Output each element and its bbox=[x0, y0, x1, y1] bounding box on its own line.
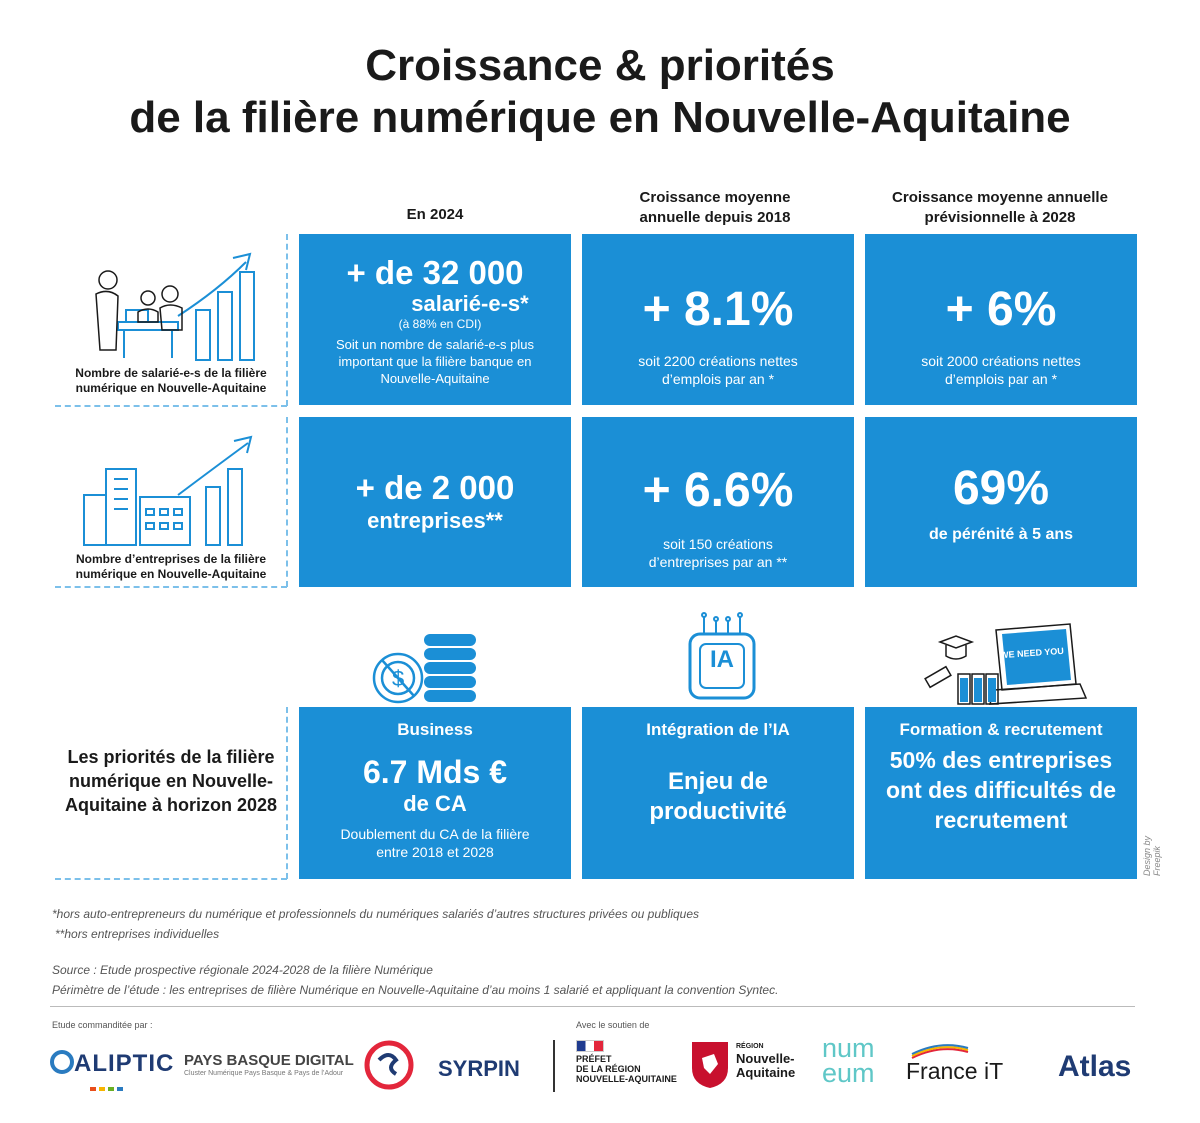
companies-growth-illustration bbox=[83, 435, 253, 546]
prefet-line-1: PRÉFET bbox=[576, 1054, 612, 1064]
card-training-recruitment: Formation & recrutement 50% des entrepri… bbox=[865, 707, 1137, 879]
commissioned-label: Etude commanditée par : bbox=[52, 1020, 153, 1030]
prefet-logo: PRÉFET DE LA RÉGION NOUVELLE-AQUITAINE bbox=[576, 1040, 677, 1084]
column-header-growth-2018: Croissance moyenne annuelle depuis 2018 bbox=[639, 189, 791, 226]
companies-growth-2018-text: soit 150 créations d’entreprises par an … bbox=[648, 536, 788, 570]
row1-dashed-underline bbox=[55, 405, 287, 407]
region-name-line-2: Aquitaine bbox=[736, 1065, 796, 1080]
column-header-growth-2028: Croissance moyenne annuelle prévisionnel… bbox=[892, 189, 1108, 226]
business-text: Doublement du CA de la filière entre 201… bbox=[340, 826, 530, 860]
footnote-2: **hors entreprises individuelles bbox=[55, 927, 220, 941]
card-employees-growth-2018: + 8.1% soit 2200 créations nettes d’empl… bbox=[582, 234, 854, 405]
ai-text: Enjeu de productivité bbox=[649, 768, 787, 825]
footnote-1: *hors auto-entrepreneurs du numérique et… bbox=[52, 907, 700, 921]
employees-cdi: (à 88% en CDI) bbox=[398, 317, 482, 331]
title-line-1: Croissance & priorités bbox=[365, 41, 835, 90]
coins-icon: $ bbox=[372, 634, 476, 704]
business-revenue-unit: de CA bbox=[403, 791, 467, 816]
training-heading: Formation & recrutement bbox=[899, 720, 1103, 739]
card-employees-2024: + de 32 000 salarié-e-s* (à 88% en CDI) … bbox=[299, 234, 571, 405]
column-header-2024: En 2024 bbox=[406, 206, 464, 223]
ai-chip-icon bbox=[688, 612, 756, 700]
companies-survival-text: de pérénité à 5 ans bbox=[928, 526, 1074, 543]
page-title: Croissance & priorités de la filière num… bbox=[0, 40, 1200, 144]
numeum-line-2: eum bbox=[822, 1058, 875, 1088]
companies-unit: entreprises** bbox=[367, 508, 503, 533]
employees-unit: salarié-e-s* bbox=[411, 291, 529, 316]
region-name-line-1: Nouvelle- bbox=[736, 1051, 795, 1066]
aliptic-logo-icon bbox=[50, 1050, 74, 1074]
ai-chip-label: IA bbox=[710, 646, 734, 673]
employees-growth-2028-text: soit 2000 créations nettes d’emplois par… bbox=[921, 353, 1081, 387]
row-label-priorities: Les priorités de la filière numérique en… bbox=[64, 747, 278, 815]
recruitment-laptop-icon bbox=[924, 623, 1088, 705]
row1-dashed-divider bbox=[286, 234, 288, 406]
business-heading: Business bbox=[397, 720, 473, 739]
prefet-line-3: NOUVELLE-AQUITAINE bbox=[576, 1074, 677, 1084]
employees-growth-2018-text: soit 2200 créations nettes d’emplois par… bbox=[638, 353, 798, 387]
prefet-line-2: DE LA RÉGION bbox=[576, 1064, 641, 1074]
card-ai-integration: Intégration de l’IA Enjeu de productivit… bbox=[582, 707, 854, 879]
support-label: Avec le soutien de bbox=[576, 1020, 650, 1030]
row-label-employees: Nombre de salarié-e-s de la filière numé… bbox=[75, 366, 267, 395]
row-label-companies: Nombre d’entreprises de la filière numér… bbox=[75, 552, 267, 581]
ai-heading: Intégration de l’IA bbox=[646, 720, 790, 739]
row3-dashed-divider bbox=[286, 707, 288, 879]
syrpin-logo: SYRPIN bbox=[438, 1056, 520, 1081]
companies-survival-value: 69% bbox=[952, 462, 1050, 515]
row3-dashed-underline bbox=[55, 878, 287, 880]
source-note: Source : Etude prospective régionale 202… bbox=[52, 963, 433, 977]
atlas-logo: Atlas bbox=[1058, 1050, 1132, 1083]
france-it-logo: France iT bbox=[906, 1058, 1004, 1084]
footer-separator bbox=[50, 1006, 1135, 1007]
pays-basque-digital-subtitle: Cluster Numérique Pays Basque & Pays de … bbox=[184, 1070, 344, 1077]
business-revenue: 6.7 Mds € bbox=[362, 754, 508, 790]
region-nouvelle-aquitaine-shield-icon bbox=[692, 1042, 728, 1088]
design-credit: Design by Freepik bbox=[1142, 835, 1162, 876]
card-employees-growth-2028: + 6% soit 2000 créations nettes d’emploi… bbox=[865, 234, 1137, 405]
svg-text:$: $ bbox=[392, 666, 404, 691]
companies-count: + de 2 000 bbox=[355, 469, 515, 506]
card-companies-2024: + de 2 000 entreprises** bbox=[299, 417, 571, 587]
spn-logo bbox=[364, 1040, 414, 1090]
employees-count: + de 32 000 bbox=[346, 254, 524, 291]
numeum-logo: num eum bbox=[822, 1033, 875, 1088]
row2-dashed-underline bbox=[55, 586, 287, 588]
region-label-small: RÉGION bbox=[736, 1043, 764, 1050]
employees-growth-illustration bbox=[95, 252, 255, 361]
training-text: 50% des entreprises ont des difficultés … bbox=[885, 747, 1117, 833]
title-line-2: de la filière numérique en Nouvelle-Aqui… bbox=[129, 93, 1071, 142]
card-business: Business 6.7 Mds € de CA Doublement du C… bbox=[299, 707, 571, 879]
region-logo: Nouvelle- Aquitaine bbox=[736, 1052, 795, 1080]
companies-growth-2018-value: + 6.6% bbox=[642, 464, 794, 517]
card-companies-growth-2018: + 6.6% soit 150 créations d’entreprises … bbox=[582, 417, 854, 587]
employees-comparison: Soit un nombre de salarié-e-s plus impor… bbox=[336, 337, 534, 386]
employees-growth-2028-value: + 6% bbox=[945, 283, 1057, 336]
aliptic-logo: ALIPTIC bbox=[74, 1050, 175, 1077]
row2-dashed-divider bbox=[286, 417, 288, 587]
card-companies-survival: 69% de pérénité à 5 ans bbox=[865, 417, 1137, 587]
numeum-line-1: num bbox=[822, 1033, 875, 1063]
scope-note: Périmètre de l’étude : les entreprises d… bbox=[52, 983, 779, 997]
pays-basque-digital-logo: PAYS BASQUE DIGITAL bbox=[184, 1052, 354, 1069]
france-it-swoosh-icon bbox=[911, 1044, 969, 1059]
employees-growth-2018-value: + 8.1% bbox=[642, 283, 794, 336]
logos-separator bbox=[553, 1040, 555, 1092]
aliptic-color-dots bbox=[90, 1078, 123, 1096]
